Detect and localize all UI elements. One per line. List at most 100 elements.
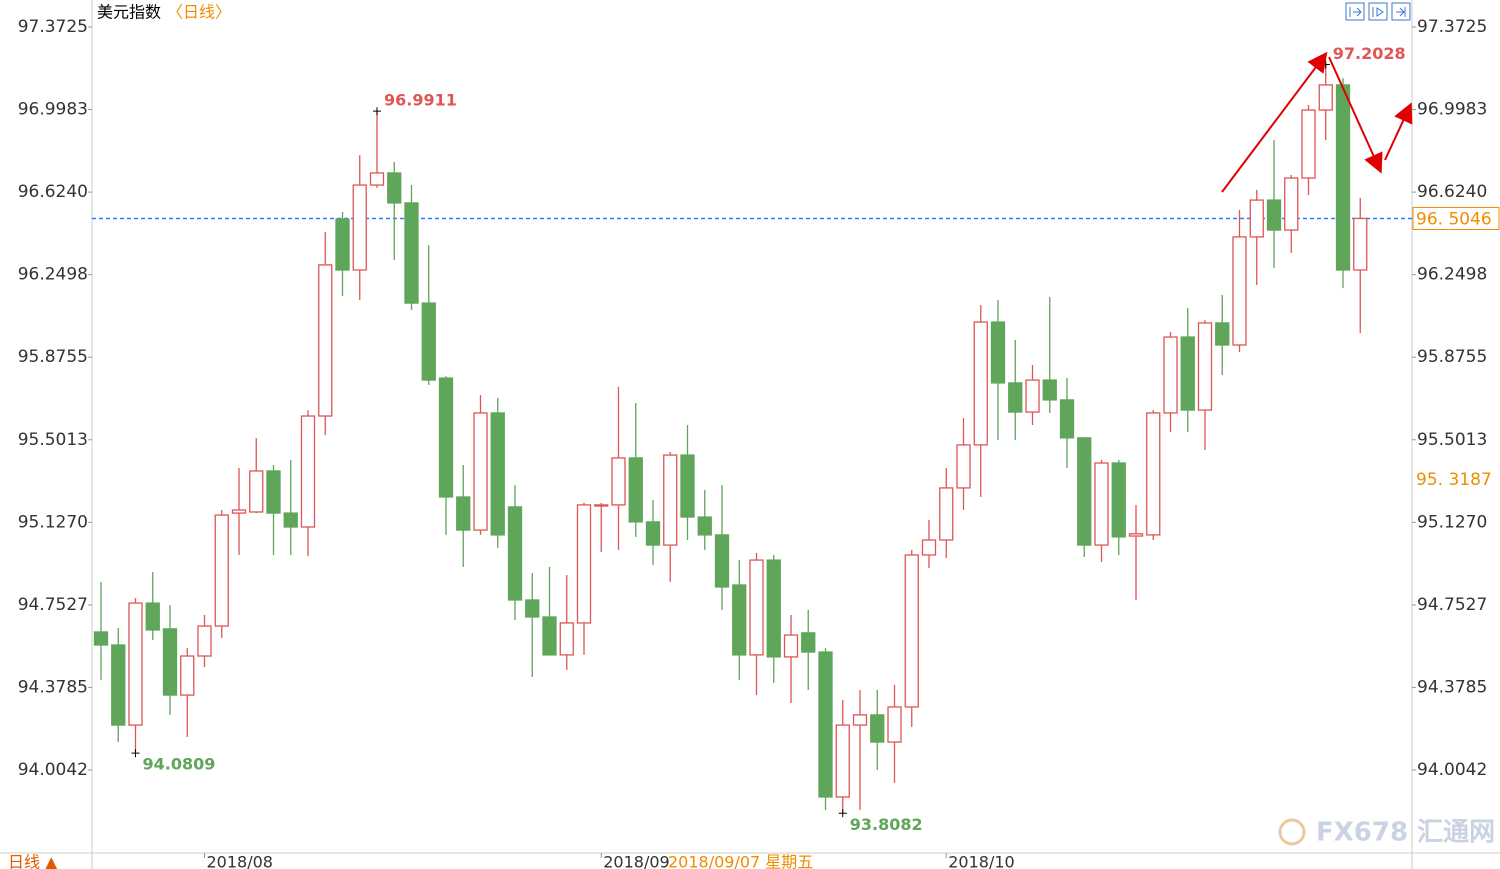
candle-body — [628, 457, 643, 523]
extreme-marker — [373, 107, 381, 116]
candle-body — [576, 504, 592, 624]
candle-body — [973, 321, 988, 446]
x-tick-label: 2018/10 — [948, 853, 1014, 869]
candle-body — [1353, 217, 1368, 271]
watermark: FX678 汇通网 — [1316, 818, 1495, 848]
candle-body — [283, 512, 298, 528]
candle-body — [594, 504, 609, 507]
candle-body — [559, 622, 574, 656]
candle-body — [1335, 84, 1351, 271]
candle-body — [421, 302, 436, 381]
candle-body — [111, 644, 126, 726]
y-tick-label: 94.7527 — [18, 595, 88, 615]
y-tick-label: 96.6240 — [18, 182, 88, 202]
candle-body — [231, 509, 247, 514]
candle-body — [1318, 84, 1333, 111]
candle-body — [438, 377, 454, 498]
extreme-marker — [838, 809, 847, 818]
candle-body — [766, 559, 781, 658]
price-box — [1412, 206, 1500, 230]
candle-body — [990, 321, 1006, 384]
candle-body — [1128, 533, 1144, 537]
candle-body — [835, 724, 850, 798]
y-tick-label: 96.2498 — [1417, 265, 1487, 285]
candle-body — [1215, 322, 1230, 346]
y-tick-label: 95.5013 — [18, 430, 88, 450]
candle-body — [249, 470, 264, 513]
period-button[interactable]: 日线 ▲ — [8, 853, 58, 869]
price-label: 96. 5046 — [1416, 209, 1492, 229]
candle-body — [1163, 336, 1178, 414]
candle-body — [1197, 322, 1213, 411]
candle-body — [387, 172, 402, 204]
candle-body — [1077, 437, 1092, 546]
candle-body — [783, 634, 799, 658]
candle-body — [1094, 462, 1109, 546]
candle-body — [714, 534, 730, 588]
y-tick-label: 94.7527 — [1417, 595, 1487, 615]
arrow — [1384, 102, 1413, 161]
candle-body — [870, 714, 885, 743]
candle-body — [749, 559, 764, 656]
candle-body — [1249, 199, 1264, 238]
arrow — [1221, 51, 1328, 193]
candle-body — [1059, 399, 1075, 439]
candle-body — [335, 218, 350, 271]
y-tick-label: 95.1270 — [1417, 512, 1487, 532]
candle-body — [852, 714, 868, 726]
annotation-arrows — [1221, 51, 1413, 193]
y-tick-label: 96.6240 — [1417, 182, 1487, 202]
candle-body — [473, 412, 488, 531]
candle-body — [525, 599, 540, 618]
candle-body — [801, 632, 816, 653]
y-tick-label: 96.9983 — [1417, 100, 1487, 120]
candle-body — [180, 655, 195, 696]
candle-body — [300, 415, 316, 528]
candle-body — [128, 602, 143, 726]
low-label: 94.0809 — [143, 755, 216, 774]
candle-body — [93, 631, 109, 646]
candle-body — [456, 496, 471, 531]
y-tick-label: 96.9983 — [18, 100, 88, 120]
x-tick-label: 2018/09 — [603, 853, 669, 869]
low-label: 93.8082 — [850, 815, 923, 834]
candle-body — [266, 470, 281, 514]
candle-body — [887, 706, 902, 743]
candle-body — [732, 584, 747, 656]
candle-body — [1301, 109, 1316, 179]
arrow — [1328, 56, 1383, 174]
y-tick-label: 95.8755 — [18, 347, 88, 367]
candle-body — [197, 625, 212, 657]
toolbar-icon — [1349, 7, 1362, 17]
toolbar-button[interactable] — [1368, 2, 1388, 21]
candle-body — [1146, 412, 1161, 536]
watermark-logo — [1278, 818, 1306, 846]
crosshair-label: 2018/09/07 星期五 — [668, 853, 813, 869]
extreme-marker — [131, 749, 140, 758]
y-tick-label: 97.3725 — [1417, 17, 1487, 37]
candle-body — [214, 514, 229, 627]
candle-body — [1232, 236, 1247, 346]
y-tick-label: 94.0042 — [18, 760, 88, 780]
high-label: 96.9911 — [384, 91, 457, 110]
high-label: 97.2028 — [1333, 44, 1406, 63]
y-tick-label: 95.5013 — [1417, 430, 1487, 450]
watermark-group: FX678 汇通网 — [1278, 818, 1495, 848]
y-tick-label: 97.3725 — [18, 17, 88, 37]
y-tick-label: 94.3785 — [1417, 677, 1487, 697]
candle-body — [318, 264, 333, 417]
plot: 94.0042 94.0042 94.3785 94.3785 94.7527 94.75… — [18, 17, 1500, 869]
candle-body — [352, 184, 367, 271]
y-tick-label: 95.1270 — [18, 512, 88, 532]
candle-body — [1284, 177, 1299, 231]
candle-body — [1111, 462, 1126, 538]
y-tick-label: 94.3785 — [18, 677, 88, 697]
candle-body — [904, 554, 919, 708]
candle-body — [1266, 199, 1282, 231]
candle-body — [507, 506, 523, 601]
price-label: 95. 3187 — [1416, 470, 1492, 490]
candle-body — [697, 516, 712, 536]
